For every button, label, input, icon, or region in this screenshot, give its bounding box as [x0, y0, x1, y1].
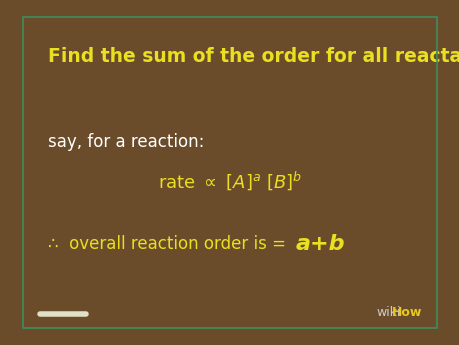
Text: a+b: a+b [295, 234, 344, 254]
Text: ∴  overall reaction order is =: ∴ overall reaction order is = [48, 235, 291, 253]
Text: How: How [391, 306, 421, 318]
Text: wiki: wiki [375, 306, 400, 318]
Text: Find the sum of the order for all reactants :: Find the sum of the order for all reacta… [48, 47, 459, 66]
Text: rate $\propto$ $[A]^a$ $[B]^b$: rate $\propto$ $[A]^a$ $[B]^b$ [157, 169, 302, 192]
Text: say, for a reaction:: say, for a reaction: [48, 134, 204, 151]
